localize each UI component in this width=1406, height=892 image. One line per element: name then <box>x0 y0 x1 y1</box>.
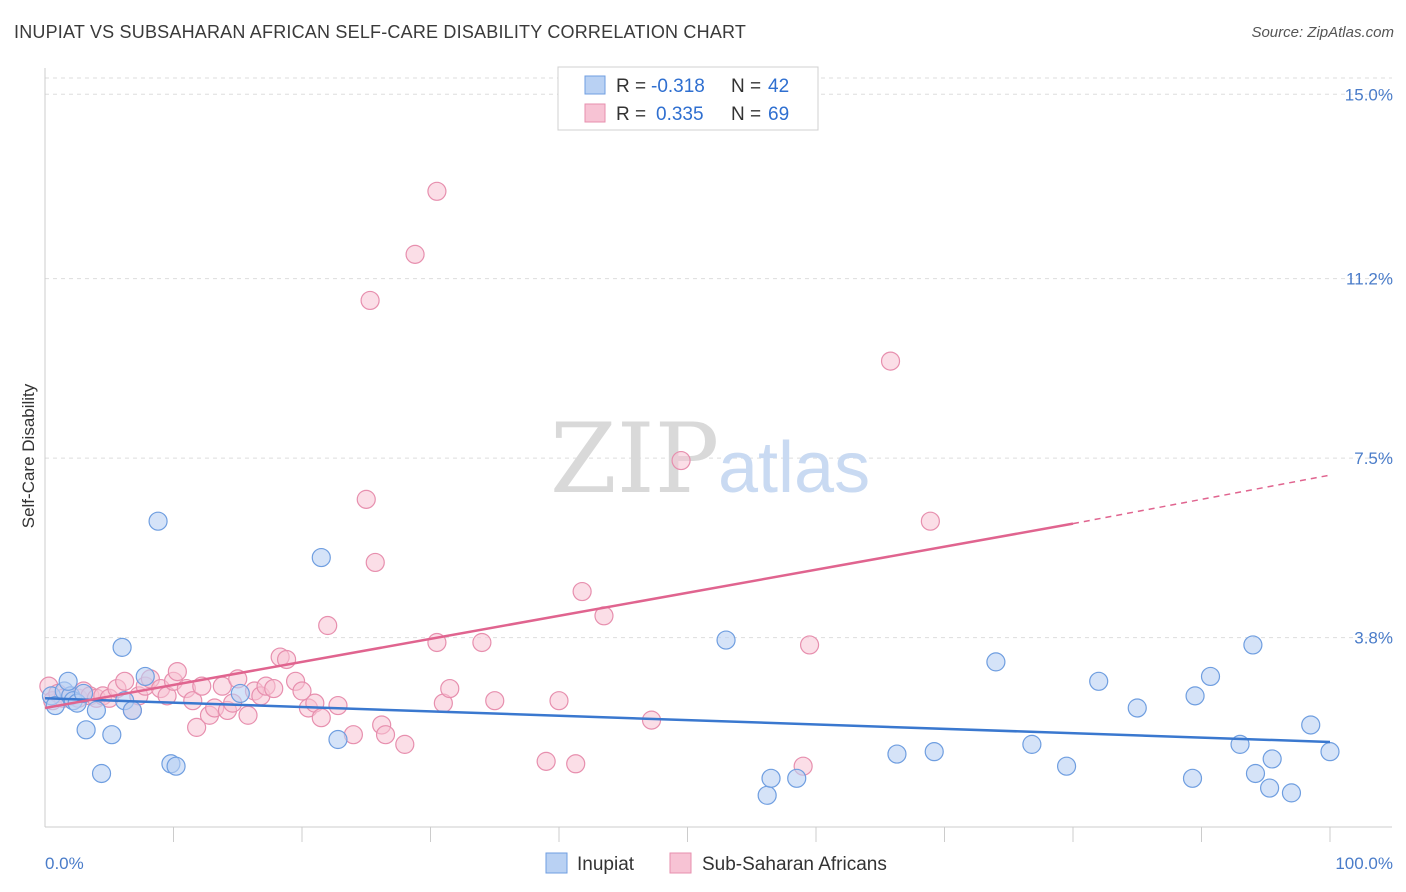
inupiat-point <box>1262 749 1282 769</box>
subsaharan-point <box>356 489 376 509</box>
inupiat-point <box>328 729 348 750</box>
subsaharan-point <box>566 754 586 774</box>
inupiat-point <box>148 511 168 531</box>
legend-n-value-1: 42 <box>768 76 789 97</box>
subsaharan-point <box>427 181 447 201</box>
inupiat-point <box>1127 698 1147 718</box>
subsaharan-point <box>440 678 460 699</box>
subsaharan-point <box>572 581 592 602</box>
subsaharan-point <box>880 351 901 371</box>
legend-r-value-1: -0.318 <box>651 76 705 97</box>
subsaharan-point <box>264 678 284 699</box>
watermark: ZIP atlas <box>550 403 870 515</box>
bottom-legend-subsaharan: Sub-Saharan Africans <box>702 854 887 875</box>
inupiat-point <box>122 700 142 721</box>
inupiat-point <box>1281 783 1302 803</box>
trend-lines <box>44 474 1331 744</box>
subsaharan-point <box>799 635 820 655</box>
inupiat-points <box>41 511 1340 805</box>
subsaharan-point <box>311 708 331 728</box>
subsaharan-point <box>472 632 492 653</box>
legend-n-label-2: N = <box>731 104 761 125</box>
subsaharan-trend-line <box>44 522 1074 710</box>
subsaharan-point <box>671 450 691 471</box>
inupiat-point <box>1301 715 1321 735</box>
tick-labels: 3.8% 7.5% 11.2% 15.0% 0.0% 100.0% <box>45 85 1393 873</box>
subsaharan-point <box>375 725 396 745</box>
grid-lines <box>45 77 1392 639</box>
x-tick-label: 0.0% <box>45 854 84 873</box>
y-tick-label: 11.2% <box>1346 270 1393 289</box>
inupiat-point <box>135 666 155 687</box>
subsaharan-trend-extension <box>1072 474 1331 525</box>
inupiat-point <box>1182 768 1203 788</box>
inupiat-point <box>311 547 331 568</box>
legend-swatch-subsaharan <box>584 103 606 123</box>
subsaharan-point <box>920 511 940 531</box>
inupiat-point <box>1089 671 1109 691</box>
y-tick-label: 7.5% <box>1354 449 1393 468</box>
legend-n-value-2: 69 <box>768 104 789 125</box>
subsaharan-point <box>167 661 187 682</box>
inupiat-point <box>1185 686 1205 706</box>
inupiat-point <box>716 630 736 650</box>
subsaharan-point <box>318 615 338 636</box>
inupiat-point <box>986 652 1006 672</box>
subsaharan-point <box>536 751 556 771</box>
inupiat-point <box>1320 742 1340 762</box>
subsaharan-point <box>485 691 505 711</box>
legend-r-label-2: R = <box>616 104 646 125</box>
inupiat-trend-line <box>44 697 1331 744</box>
series-legend: Inupiat Sub-Saharan Africans <box>545 852 887 875</box>
inupiat-point <box>1056 756 1077 776</box>
inupiat-point <box>91 763 112 784</box>
inupiat-point <box>73 683 94 704</box>
inupiat-point <box>166 756 186 776</box>
watermark-zip: ZIP <box>550 403 719 515</box>
x-tick-label: 100.0% <box>1335 854 1393 873</box>
inupiat-point <box>1260 778 1280 798</box>
inupiat-point <box>761 768 781 788</box>
subsaharan-point <box>238 705 258 725</box>
inupiat-point <box>924 742 944 762</box>
legend-n-label-1: N = <box>731 76 761 97</box>
subsaharan-point <box>395 734 415 754</box>
inupiat-point <box>757 785 777 805</box>
inupiat-point <box>1243 635 1263 655</box>
subsaharan-point <box>115 671 135 691</box>
subsaharan-point <box>183 691 203 711</box>
legend-swatch-inupiat <box>584 75 606 95</box>
bottom-legend-swatch-inupiat <box>545 852 568 874</box>
subsaharan-point <box>292 681 312 701</box>
inupiat-point <box>887 744 907 764</box>
chart-title: INUPIAT VS SUBSAHARAN AFRICAN SELF-CARE … <box>14 22 747 42</box>
subsaharan-point <box>549 691 569 711</box>
legend-r-value-2: 0.335 <box>656 104 704 125</box>
inupiat-point <box>1022 734 1042 754</box>
inupiat-point <box>58 671 78 691</box>
bottom-legend-swatch-subsaharan <box>669 852 692 874</box>
subsaharan-point <box>328 695 348 716</box>
y-tick-label: 15.0% <box>1345 85 1393 104</box>
y-axis-title: Self-Care Disability <box>19 383 38 528</box>
inupiat-point <box>1245 763 1266 784</box>
inupiat-point <box>1200 666 1221 687</box>
inupiat-point <box>787 768 807 788</box>
inupiat-point <box>76 720 96 740</box>
inupiat-point <box>102 725 122 745</box>
bottom-legend-inupiat: Inupiat <box>577 854 635 875</box>
subsaharan-point <box>405 244 425 264</box>
watermark-atlas: atlas <box>718 428 870 508</box>
correlation-legend: R = -0.318 N = 42 R = 0.335 N = 69 <box>557 66 819 131</box>
subsaharan-point <box>360 290 380 311</box>
legend-r-label-1: R = <box>616 76 646 97</box>
subsaharan-point <box>187 717 207 737</box>
y-tick-label: 3.8% <box>1354 629 1393 648</box>
inupiat-point <box>112 637 132 657</box>
source-credit: Source: ZipAtlas.com <box>1251 24 1394 41</box>
inupiat-point <box>86 700 107 721</box>
inupiat-point <box>230 683 250 704</box>
subsaharan-point <box>365 552 385 573</box>
